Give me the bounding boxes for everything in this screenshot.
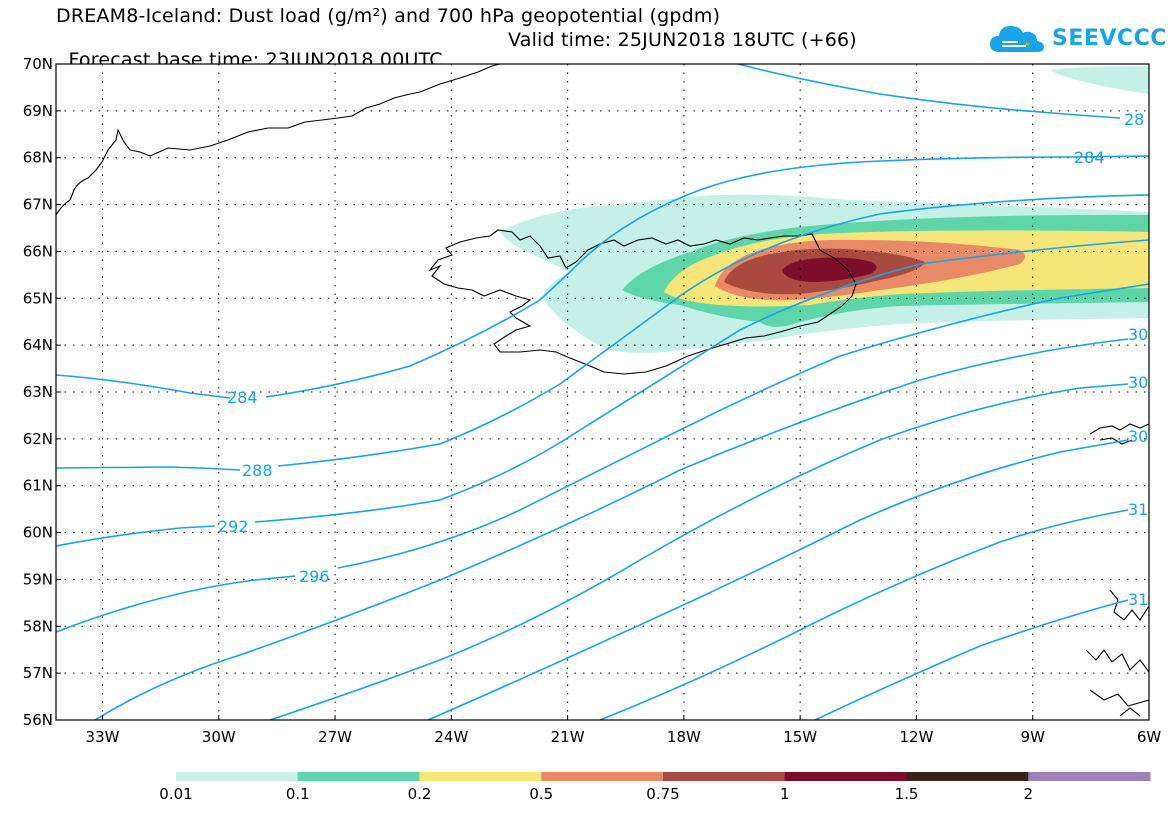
contour-292 bbox=[56, 239, 1149, 547]
colorbar-swatch bbox=[1028, 772, 1151, 781]
contour-296 bbox=[56, 283, 1149, 633]
longitude-labels: 33W 30W 27W 24W 21W 18W 15W 12W 9W 6W bbox=[86, 728, 1162, 746]
lat-label: 57N bbox=[23, 664, 53, 682]
contour-label: 288 bbox=[242, 461, 273, 480]
contour-312 bbox=[599, 509, 1129, 720]
contour-label: 284 bbox=[227, 388, 258, 407]
lat-label: 62N bbox=[23, 430, 53, 448]
colorbar-swatch bbox=[784, 772, 907, 781]
lon-label: 18W bbox=[667, 728, 701, 746]
coastlines bbox=[56, 64, 1149, 717]
faroe-shetland-coast bbox=[1085, 423, 1149, 717]
latitude-labels: 70N 69N 68N 67N 66N 65N 64N 63N 62N 61N 60N 59N 58N 5… bbox=[23, 55, 53, 729]
dust-band-1 bbox=[782, 257, 877, 282]
lon-label: 33W bbox=[86, 728, 120, 746]
colorbar-label: 1.5 bbox=[894, 785, 919, 803]
lon-label: 21W bbox=[551, 728, 585, 746]
lon-label: 12W bbox=[899, 728, 933, 746]
contour-label: 31 bbox=[1128, 500, 1148, 519]
cloud-icon bbox=[990, 26, 1044, 52]
contour-284-north bbox=[571, 155, 1149, 271]
lat-label: 68N bbox=[23, 149, 53, 167]
contour-label: 28 bbox=[1124, 110, 1144, 129]
lat-label: 56N bbox=[23, 711, 53, 729]
contour-label: 296 bbox=[299, 567, 330, 586]
colorbar-swatch bbox=[906, 772, 1029, 781]
dust-load-field bbox=[500, 66, 1149, 353]
valid-time: Valid time: 25JUN2018 18UTC (+66) bbox=[508, 29, 857, 51]
lat-label: 70N bbox=[23, 55, 53, 73]
colorbar-label: 0.75 bbox=[646, 785, 680, 803]
colorbar-swatch bbox=[541, 772, 664, 781]
lat-label: 64N bbox=[23, 336, 53, 354]
lat-label: 61N bbox=[23, 477, 53, 495]
contour-labels: 284 288 292 296 284 28 30 30 30 31 31 bbox=[218, 110, 1148, 609]
lat-label: 67N bbox=[23, 196, 53, 214]
lon-label: 30W bbox=[202, 728, 236, 746]
contour-284-south bbox=[56, 269, 573, 399]
contour-label: 284 bbox=[1074, 148, 1105, 167]
contour-label: 30 bbox=[1128, 427, 1148, 446]
logo-text: SEEVCCC bbox=[1052, 26, 1167, 51]
contour-label: 30 bbox=[1128, 373, 1148, 392]
colorbar-label: 2 bbox=[1023, 785, 1034, 803]
lat-label: 60N bbox=[23, 524, 53, 542]
colorbar-label: 0.1 bbox=[285, 785, 310, 803]
lon-label: 6W bbox=[1137, 728, 1162, 746]
lat-label: 59N bbox=[23, 570, 53, 588]
colorbar-label: 0.01 bbox=[159, 785, 193, 803]
contour-label: 292 bbox=[218, 517, 249, 536]
colorbar-label: 0.5 bbox=[529, 785, 554, 803]
lon-label: 15W bbox=[783, 728, 817, 746]
contour-280 bbox=[737, 64, 1121, 119]
colorbar-swatch bbox=[297, 772, 420, 781]
colorbar-swatch bbox=[419, 772, 542, 781]
colorbar-swatch bbox=[663, 772, 786, 781]
lat-label: 69N bbox=[23, 102, 53, 120]
contour-316 bbox=[814, 599, 1129, 720]
lat-label: 63N bbox=[23, 383, 53, 401]
contour-308 bbox=[427, 439, 1129, 720]
colorbar-label: 0.2 bbox=[407, 785, 432, 803]
contour-label: 31 bbox=[1128, 590, 1148, 609]
geopotential-contours bbox=[56, 64, 1149, 720]
lat-label: 66N bbox=[23, 242, 53, 260]
contour-label: 30 bbox=[1128, 325, 1148, 344]
colorbar bbox=[176, 772, 1151, 781]
colorbar-label: 1 bbox=[779, 785, 790, 803]
map-area bbox=[56, 64, 1149, 720]
graticule bbox=[56, 64, 1149, 720]
lat-label: 65N bbox=[23, 289, 53, 307]
lon-label: 24W bbox=[434, 728, 468, 746]
colorbar-swatch bbox=[176, 772, 299, 781]
contour-300 bbox=[94, 338, 1129, 720]
seevccc-logo: SEEVCCC bbox=[988, 20, 1166, 56]
lat-label: 58N bbox=[23, 617, 53, 635]
greenland-coast bbox=[56, 64, 501, 216]
contour-304 bbox=[269, 383, 1129, 720]
map-title: DREAM8-Iceland: Dust load (g/m²) and 700… bbox=[56, 5, 721, 27]
lon-label: 27W bbox=[318, 728, 352, 746]
contour-288 bbox=[56, 194, 1149, 471]
lon-label: 9W bbox=[1021, 728, 1046, 746]
iceland-coast bbox=[428, 229, 857, 375]
